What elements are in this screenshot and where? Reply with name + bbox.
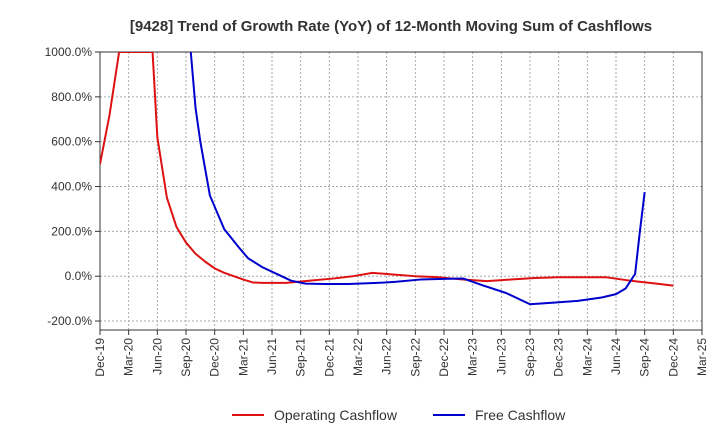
x-tick-label: Dec-19 — [93, 338, 107, 377]
y-tick-label: -200.0% — [47, 314, 92, 328]
legend-label: Operating Cashflow — [274, 407, 398, 423]
y-tick-label: 0.0% — [65, 269, 93, 283]
chart-title: [9428] Trend of Growth Rate (YoY) of 12-… — [130, 18, 652, 35]
legend-label: Free Cashflow — [475, 407, 566, 423]
x-tick-label: Dec-23 — [552, 338, 566, 377]
x-tick-label: Sep-24 — [638, 338, 652, 377]
x-tick-label: Sep-22 — [408, 338, 422, 377]
x-tick-label: Jun-20 — [150, 338, 164, 375]
x-tick-label: Jun-21 — [265, 338, 279, 375]
legend: Operating Cashflow Free Cashflow — [232, 407, 566, 423]
x-tick-label: Dec-22 — [437, 338, 451, 377]
x-tick-label: Mar-22 — [351, 338, 365, 376]
x-tick-label: Jun-23 — [494, 338, 508, 375]
x-tick-label: Sep-20 — [179, 338, 193, 377]
series-line-free-cashflow — [189, 52, 646, 306]
y-tick-label: 1000.0% — [45, 45, 93, 59]
y-axis: -200.0% 0.0% 200.0% 400.0% 600.0% 800.0% 1000.… — [45, 45, 100, 328]
x-tick-label: Sep-21 — [294, 338, 308, 377]
x-tick-label: Jun-24 — [609, 338, 623, 375]
y-tick-label: 200.0% — [51, 224, 92, 238]
x-tick-label: Dec-20 — [208, 338, 222, 377]
x-tick-label: Mar-20 — [122, 338, 136, 376]
series-group — [100, 52, 674, 306]
x-tick-label: Dec-24 — [666, 338, 680, 377]
x-tick-label: Mar-21 — [236, 338, 250, 376]
x-tick-label: Dec-21 — [322, 338, 336, 377]
x-axis: Dec-19 Mar-20 Jun-20 Sep-20 Dec-20 Mar-21 Jun-… — [93, 330, 709, 377]
x-tick-label: Mar-25 — [695, 338, 709, 376]
plot-area — [99, 51, 703, 331]
x-tick-label: Mar-23 — [466, 338, 480, 376]
x-tick-label: Jun-22 — [380, 338, 394, 375]
x-tick-label: Sep-23 — [523, 338, 537, 377]
grid — [100, 51, 702, 330]
y-tick-label: 800.0% — [51, 90, 92, 104]
x-tick-label: Mar-24 — [580, 338, 594, 376]
y-tick-label: 600.0% — [51, 135, 92, 149]
y-tick-label: 400.0% — [51, 180, 92, 194]
